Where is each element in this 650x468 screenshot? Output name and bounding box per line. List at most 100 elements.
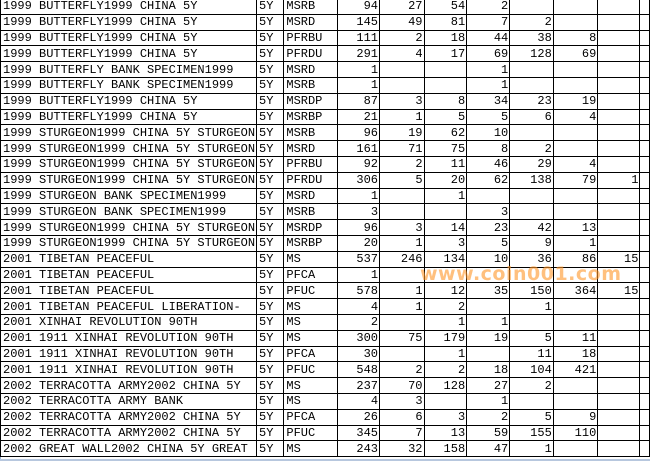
cell-empty[interactable]: [639, 171, 650, 189]
cell-value[interactable]: 2: [466, 0, 511, 15]
cell-value[interactable]: [597, 155, 641, 173]
cell-name[interactable]: 2001 TIBETAN PEACEFUL: [0, 250, 258, 268]
cell-value[interactable]: 1: [337, 61, 381, 78]
cell-value[interactable]: [597, 234, 641, 252]
cell-value[interactable]: [552, 187, 599, 205]
cell-value[interactable]: 96: [337, 219, 381, 236]
cell-value[interactable]: [509, 187, 554, 205]
cell-value[interactable]: 62: [423, 124, 468, 142]
cell-value[interactable]: [509, 76, 554, 94]
cell-value[interactable]: [552, 440, 599, 458]
cell-value[interactable]: 34: [466, 92, 511, 110]
cell-value[interactable]: [423, 61, 468, 78]
cell-value[interactable]: 548: [337, 361, 381, 379]
cell-term[interactable]: 5Y: [256, 361, 285, 379]
cell-value[interactable]: 138: [509, 171, 554, 189]
cell-value[interactable]: 2: [509, 13, 554, 31]
cell-code[interactable]: MSRD: [283, 13, 339, 31]
cell-value[interactable]: [597, 408, 641, 426]
cell-value[interactable]: [597, 203, 641, 221]
cell-value[interactable]: 69: [466, 45, 511, 63]
cell-term[interactable]: 5Y: [256, 45, 285, 63]
cell-value[interactable]: 2: [509, 140, 554, 157]
cell-value[interactable]: [509, 313, 554, 331]
cell-code[interactable]: MS: [283, 392, 339, 410]
cell-value[interactable]: [597, 313, 641, 331]
cell-empty[interactable]: [639, 361, 650, 379]
cell-value[interactable]: 1: [552, 234, 599, 252]
cell-value[interactable]: 29: [509, 155, 554, 173]
cell-code[interactable]: MSRD: [283, 61, 339, 78]
cell-empty[interactable]: [639, 187, 650, 205]
cell-value[interactable]: 2: [509, 377, 554, 394]
cell-term[interactable]: 5Y: [256, 440, 285, 458]
cell-code[interactable]: MSRBP: [283, 108, 339, 126]
cell-value[interactable]: 155: [509, 424, 554, 442]
cell-value[interactable]: 1: [509, 298, 554, 315]
cell-value[interactable]: 42: [509, 219, 554, 236]
cell-code[interactable]: PFCA: [283, 408, 339, 426]
cell-term[interactable]: 5Y: [256, 424, 285, 442]
cell-value[interactable]: 128: [423, 377, 468, 394]
cell-value[interactable]: 306: [337, 171, 381, 189]
cell-value[interactable]: [423, 203, 468, 221]
cell-code[interactable]: MSRB: [283, 0, 339, 15]
cell-value[interactable]: 5: [379, 171, 425, 189]
cell-empty[interactable]: [639, 45, 650, 63]
cell-value[interactable]: 537: [337, 250, 381, 268]
cell-empty[interactable]: [639, 282, 650, 300]
cell-value[interactable]: [597, 361, 641, 379]
cell-value[interactable]: 12: [423, 282, 468, 300]
cell-name[interactable]: 2002 TERRACOTTA ARMY BANK: [0, 392, 258, 410]
cell-value[interactable]: 27: [379, 0, 425, 15]
cell-code[interactable]: MS: [283, 329, 339, 347]
cell-value[interactable]: [423, 76, 468, 94]
cell-value[interactable]: 4: [552, 108, 599, 126]
cell-value[interactable]: 46: [466, 155, 511, 173]
cell-value[interactable]: 158: [423, 440, 468, 458]
cell-value[interactable]: 5: [509, 408, 554, 426]
cell-value[interactable]: 145: [337, 13, 381, 31]
cell-value[interactable]: 7: [379, 424, 425, 442]
cell-empty[interactable]: [639, 61, 650, 78]
cell-name[interactable]: 1999 STURGEON1999 CHINA 5Y STURGEON: [0, 219, 258, 236]
cell-empty[interactable]: [639, 329, 650, 347]
cell-value[interactable]: 1: [379, 282, 425, 300]
cell-value[interactable]: 9: [509, 234, 554, 252]
cell-value[interactable]: 1: [597, 171, 641, 189]
cell-value[interactable]: 421: [552, 361, 599, 379]
cell-value[interactable]: 15: [597, 282, 641, 300]
cell-value[interactable]: 87: [337, 92, 381, 110]
cell-name[interactable]: 1999 BUTTERFLY1999 CHINA 5Y: [0, 92, 258, 110]
cell-value[interactable]: [509, 266, 554, 284]
cell-value[interactable]: 19: [379, 124, 425, 142]
cell-value[interactable]: [423, 392, 468, 410]
cell-code[interactable]: MSRB: [283, 203, 339, 221]
cell-value[interactable]: 2: [423, 298, 468, 315]
cell-empty[interactable]: [639, 266, 650, 284]
cell-name[interactable]: 2001 1911 XINHAI REVOLUTION 90TH: [0, 361, 258, 379]
cell-value[interactable]: 30: [337, 345, 381, 363]
cell-value[interactable]: 110: [552, 424, 599, 442]
cell-value[interactable]: [552, 140, 599, 157]
cell-value[interactable]: 364: [552, 282, 599, 300]
cell-value[interactable]: 243: [337, 440, 381, 458]
cell-value[interactable]: 3: [423, 234, 468, 252]
cell-value[interactable]: 8: [423, 92, 468, 110]
cell-value[interactable]: 96: [337, 124, 381, 142]
cell-value[interactable]: 17: [423, 45, 468, 63]
cell-empty[interactable]: [639, 250, 650, 268]
cell-value[interactable]: [379, 345, 425, 363]
cell-value[interactable]: 36: [509, 250, 554, 268]
cell-empty[interactable]: [639, 440, 650, 458]
cell-value[interactable]: 4: [337, 298, 381, 315]
cell-value[interactable]: 1: [466, 392, 511, 410]
cell-code[interactable]: MS: [283, 250, 339, 268]
cell-value[interactable]: 6: [379, 408, 425, 426]
cell-value[interactable]: 7: [466, 13, 511, 31]
cell-name[interactable]: 2001 XINHAI REVOLUTION 90TH: [0, 313, 258, 331]
cell-code[interactable]: MS: [283, 298, 339, 315]
cell-value[interactable]: [597, 124, 641, 142]
cell-value[interactable]: 179: [423, 329, 468, 347]
cell-name[interactable]: 2001 TIBETAN PEACEFUL: [0, 282, 258, 300]
